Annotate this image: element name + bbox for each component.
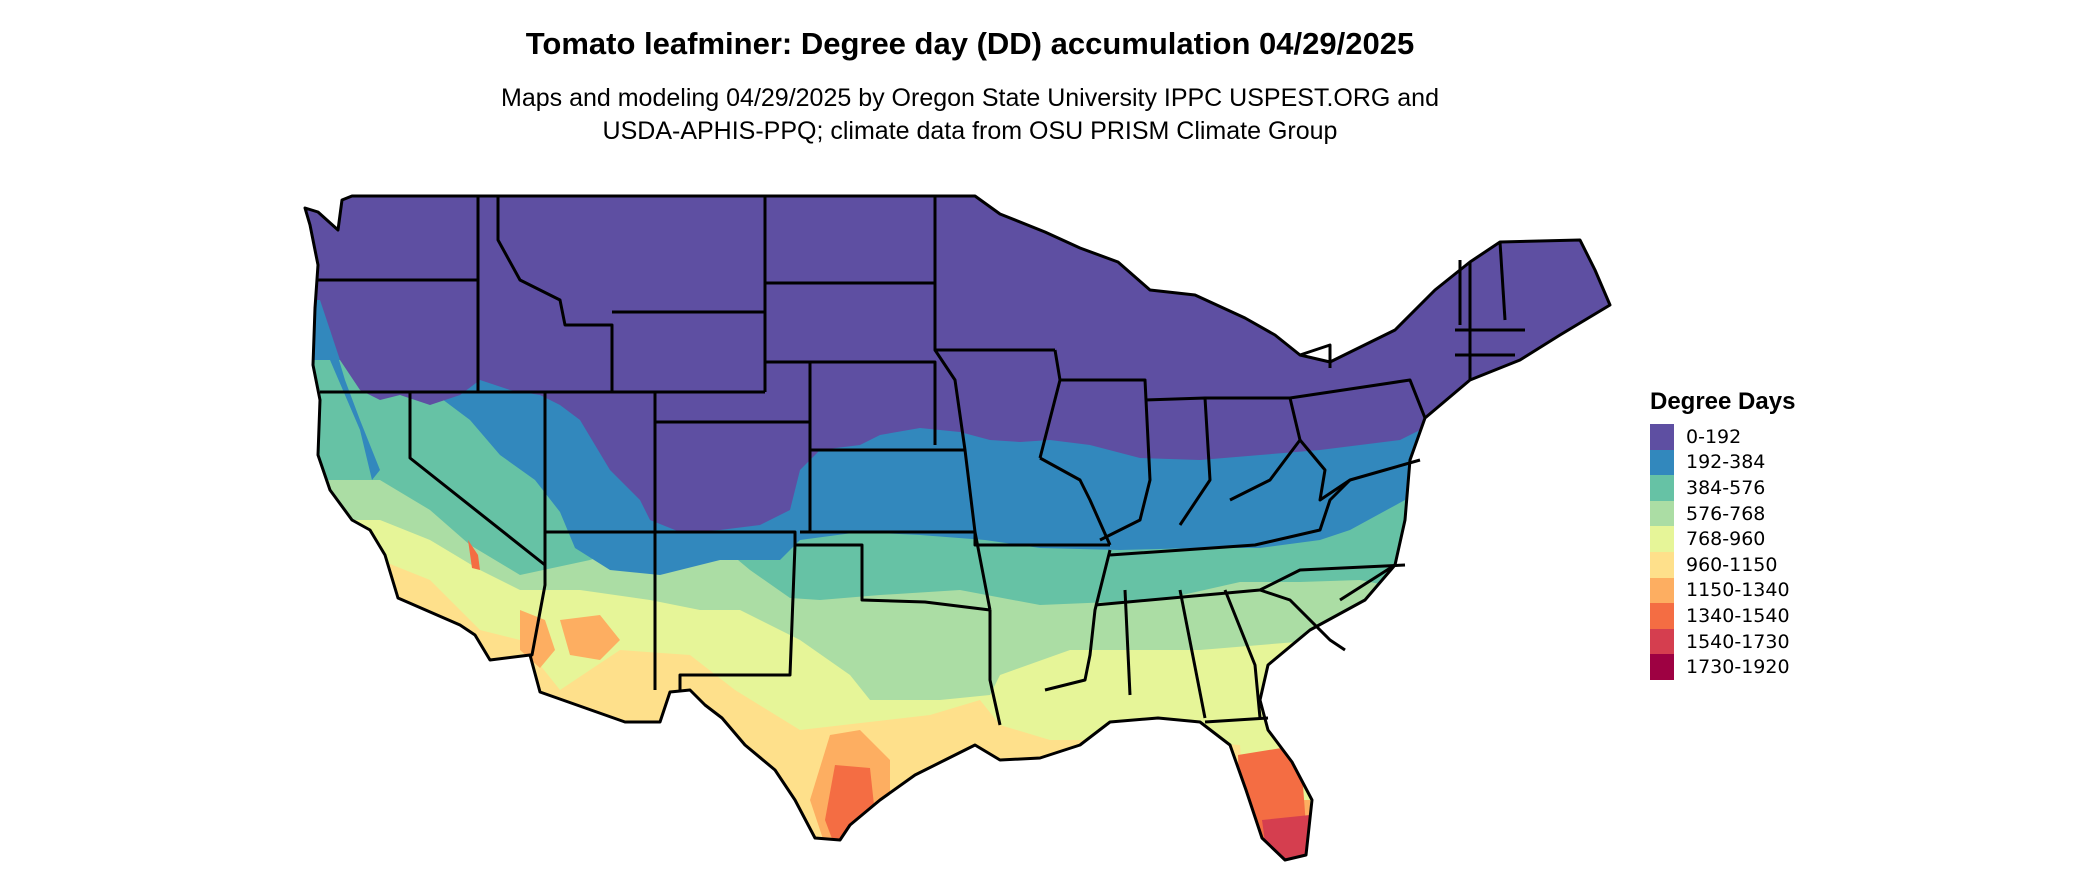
pa-border: [1289, 378, 1427, 419]
zone-1340-1540: [1238, 745, 1310, 860]
ok-tx-border: [795, 543, 991, 612]
legend-swatch: [1650, 424, 1674, 450]
legend-swatch: [1650, 449, 1674, 476]
zone-1150-1340: [520, 610, 555, 668]
ms-river-border: [1044, 549, 1112, 692]
sd-ne-border: [765, 360, 937, 445]
idaho-montana-border: [496, 196, 614, 392]
legend-title: Degree Days: [1650, 388, 1796, 415]
legend-label: 0-192: [1686, 425, 1742, 448]
legend-label: 384-576: [1686, 476, 1766, 499]
legend-swatch: [1650, 475, 1674, 501]
il-border: [1060, 378, 1152, 542]
legend-items: 0-192 192-384 384-576 576-768 768-960 960-115…: [1650, 424, 1795, 680]
ms-al-border: [1178, 589, 1207, 719]
legend-label: 1730-1920: [1686, 656, 1790, 679]
legend-swatch: [1650, 603, 1674, 629]
zone-1540-1730: [1262, 815, 1310, 860]
tn-nc-border: [1094, 563, 1406, 607]
legend-swatch: [1650, 654, 1674, 680]
legend-item: 192-384: [1650, 449, 1795, 476]
legend-item: 1540-1730: [1650, 628, 1795, 655]
ar-north-border: [973, 532, 1110, 547]
legend-label: 1150-1340: [1686, 579, 1790, 602]
legend-item: 1340-1540: [1650, 603, 1795, 629]
ny-pa-border: [1299, 343, 1332, 368]
legend-label: 768-960: [1686, 528, 1766, 551]
legend-item: 0-192: [1650, 424, 1795, 450]
legend-swatch: [1650, 628, 1674, 655]
legend-swatch: [1650, 526, 1674, 552]
legend-label: 1340-1540: [1686, 604, 1790, 627]
ms-border: [1123, 589, 1132, 696]
az-west-border: [530, 532, 547, 657]
va-border: [1298, 439, 1421, 502]
in-border: [1144, 396, 1212, 526]
zone-1150-1340: [560, 615, 620, 660]
legend-swatch: [1650, 551, 1674, 578]
al-ga-border: [1223, 589, 1262, 719]
us-outline: [303, 194, 1612, 862]
legend-swatch: [1650, 500, 1674, 527]
legend-label: 960-1150: [1686, 553, 1778, 576]
legend-item: 1150-1340: [1650, 577, 1795, 604]
legend: Degree Days 0-192 192-384 384-576 576-768 76…: [1650, 388, 1795, 680]
nm-tx-border: [655, 530, 797, 690]
legend-item: 1730-1920: [1650, 654, 1795, 680]
nc-sc-border: [1339, 563, 1396, 602]
fl-border: [1204, 716, 1269, 724]
legend-item: 384-576: [1650, 475, 1795, 501]
ky-tn-border: [1109, 478, 1352, 557]
nh-me-border: [1498, 241, 1507, 321]
ga-sc-border: [1259, 588, 1346, 652]
zone-1340-1540: [468, 540, 480, 570]
ar-la-border: [988, 610, 1002, 726]
legend-label: 192-384: [1686, 451, 1766, 474]
mo-west-border: [933, 349, 992, 611]
zone-192-384: [330, 330, 380, 480]
legend-label: 1540-1730: [1686, 630, 1790, 653]
legend-swatch: [1650, 577, 1674, 604]
map-subtitle-line-1: Maps and modeling 04/29/2025 by Oregon S…: [501, 84, 1439, 112]
legend-item: 960-1150: [1650, 551, 1795, 578]
state-boundaries: [303, 194, 1612, 862]
legend-label: 576-768: [1686, 502, 1766, 525]
legend-item: 768-960: [1650, 526, 1795, 552]
map-subtitle-line-2: USDA-APHIS-PPQ; climate data from OSU PR…: [602, 117, 1338, 145]
legend-item: 576-768: [1650, 500, 1795, 527]
map-title: Tomato leafminer: Degree day (DD) accumu…: [525, 26, 1415, 61]
mo-east-border: [1039, 456, 1112, 546]
